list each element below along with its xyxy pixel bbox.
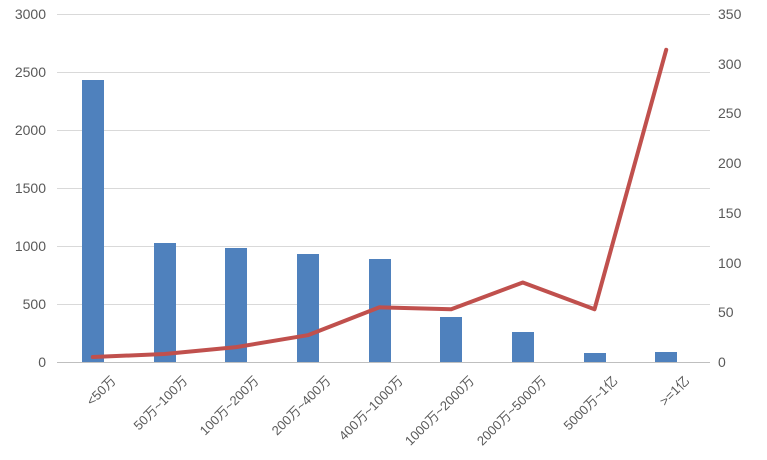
y-right-tick-label: 250 [718, 105, 742, 121]
bar [154, 243, 176, 362]
bar [655, 352, 677, 362]
bar [225, 248, 247, 362]
y-right-tick-label: 0 [718, 354, 726, 370]
y-left-tick-label: 2500 [14, 64, 46, 80]
y-left-tick-label: 500 [22, 296, 46, 312]
gridline [57, 246, 710, 247]
y-left-tick-label: 0 [38, 354, 46, 370]
y-left-tick-label: 2000 [14, 122, 46, 138]
y-right-tick-label: 350 [718, 6, 742, 22]
trend-line [90, 47, 669, 359]
y-right-tick-label: 150 [718, 205, 742, 221]
gridline [57, 130, 710, 131]
y-left-tick-label: 3000 [14, 6, 46, 22]
y-right-tick-label: 200 [718, 155, 742, 171]
x-axis-line [57, 362, 710, 363]
y-left-tick-label: 1000 [14, 238, 46, 254]
bar [512, 332, 534, 362]
bar [369, 259, 391, 362]
bar [440, 317, 462, 362]
gridline [57, 14, 710, 15]
y-left-tick-label: 1500 [14, 180, 46, 196]
y-right-tick-label: 100 [718, 255, 742, 271]
y-right-tick-label: 300 [718, 56, 742, 72]
bar [82, 80, 104, 362]
gridline [57, 188, 710, 189]
bar [584, 353, 606, 362]
y-right-tick-label: 50 [718, 304, 734, 320]
gridline [57, 72, 710, 73]
